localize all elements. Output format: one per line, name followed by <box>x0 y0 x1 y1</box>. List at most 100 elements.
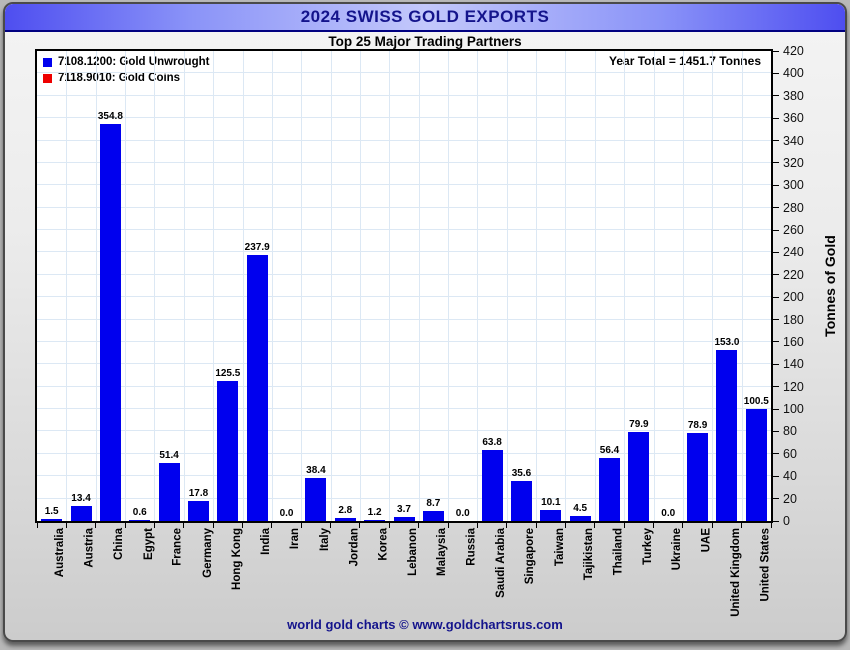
bar-value-label: 0.0 <box>279 508 294 519</box>
bar-india <box>246 254 268 521</box>
bar-australia <box>41 519 63 521</box>
y-tick-label: 300 <box>783 178 804 193</box>
x-tickmark <box>330 523 332 528</box>
bar-tajikistan <box>569 515 591 521</box>
y-tickmark <box>773 251 779 253</box>
x-tickmark <box>124 523 126 528</box>
y-tickmark <box>773 184 779 186</box>
h-gridline <box>37 94 771 96</box>
x-tickmark <box>212 523 214 528</box>
chart-title: 2024 SWISS GOLD EXPORTS <box>300 7 550 26</box>
x-category-label: India <box>260 528 273 555</box>
y-tick-label: 420 <box>783 44 804 58</box>
v-gridline <box>506 51 508 521</box>
bar-turkey <box>628 431 650 521</box>
v-gridline <box>418 51 420 521</box>
v-gridline <box>95 51 97 521</box>
x-tickmark <box>183 523 185 528</box>
bar-value-label: 1.2 <box>367 506 382 518</box>
h-gridline <box>37 408 771 410</box>
x-tickmark <box>653 523 655 528</box>
bar-italy <box>305 478 327 521</box>
y-tick-label: 320 <box>783 155 804 170</box>
y-tick-label: 20 <box>783 491 797 506</box>
bar-value-label: 8.7 <box>426 498 441 510</box>
x-category-label: France <box>172 528 185 566</box>
y-tick-label: 400 <box>783 66 804 81</box>
v-gridline <box>183 51 185 521</box>
x-tickmark <box>65 523 67 528</box>
x-tickmark <box>418 523 420 528</box>
bar-germany <box>187 501 209 521</box>
y-tick-label: 40 <box>783 469 797 484</box>
bar-value-label: 354.8 <box>97 110 123 122</box>
y-tick-label: 100 <box>783 402 804 417</box>
v-gridline <box>154 51 156 521</box>
y-tickmark <box>773 319 779 321</box>
legend-label: 7118.9010: Gold Coins <box>58 72 181 84</box>
h-gridline <box>37 340 771 342</box>
bar-korea <box>364 519 386 521</box>
v-gridline <box>448 51 450 521</box>
y-tickmark <box>773 386 779 388</box>
bar-value-label: 1.5 <box>44 506 59 518</box>
v-gridline <box>271 51 273 521</box>
y-tick-label: 140 <box>783 357 804 372</box>
x-tickmark <box>359 523 361 528</box>
h-gridline <box>37 273 771 275</box>
x-category-label: UAE <box>700 528 713 553</box>
x-category-label: China <box>113 528 126 560</box>
v-gridline <box>242 51 244 521</box>
legend-swatch-red <box>43 73 52 83</box>
legend-label: 7108.1200: Gold Unwrought <box>58 56 210 68</box>
x-category-label: Taiwan <box>553 528 566 567</box>
h-gridline <box>37 475 771 477</box>
v-gridline <box>565 51 567 521</box>
bar-value-label: 38.4 <box>306 465 326 477</box>
x-tickmark <box>388 523 390 528</box>
h-gridline <box>37 296 771 298</box>
header-band: 2024 SWISS GOLD EXPORTS <box>5 4 845 32</box>
bar-egypt <box>129 520 151 521</box>
v-gridline <box>301 51 303 521</box>
y-tickmark <box>773 453 779 455</box>
x-tickmark <box>594 523 596 528</box>
y-axis-title: Tonnes of Gold <box>822 235 838 337</box>
y-tickmark <box>773 408 779 410</box>
bar-china <box>99 123 121 521</box>
y-tickmark <box>773 520 779 522</box>
bar-value-label: 79.9 <box>629 418 649 430</box>
bar-taiwan <box>540 509 562 521</box>
legend-item-gold-coins: 7118.9010: Gold Coins <box>43 70 209 86</box>
bar-austria <box>70 506 92 521</box>
y-tick-label: 360 <box>783 111 804 126</box>
y-tick-label: 220 <box>783 267 804 282</box>
bar-value-label: 56.4 <box>599 444 620 456</box>
bar-value-label: 0.6 <box>132 507 147 519</box>
bar-lebanon <box>393 516 415 521</box>
v-gridline <box>624 51 626 521</box>
v-gridline <box>477 51 479 521</box>
h-gridline <box>37 497 771 499</box>
x-category-label: Thailand <box>612 528 625 576</box>
v-gridline <box>359 51 361 521</box>
x-category-label: Hong Kong <box>230 528 243 590</box>
y-tickmark <box>773 475 779 477</box>
legend-swatch-blue <box>43 57 52 67</box>
v-gridline <box>741 51 743 521</box>
x-tickmark <box>711 523 713 528</box>
bar-united-kingdom <box>716 349 738 521</box>
x-category-label: Russia <box>465 528 478 566</box>
h-gridline <box>37 117 771 119</box>
bar-value-label: 153.0 <box>714 336 740 348</box>
x-tickmark <box>623 523 625 528</box>
v-gridline <box>594 51 596 521</box>
x-tickmark <box>506 523 508 528</box>
x-tickmark <box>682 523 684 528</box>
y-tickmark <box>773 341 779 343</box>
h-gridline <box>37 184 771 186</box>
y-tickmark <box>773 229 779 231</box>
bar-value-label: 35.6 <box>511 468 532 480</box>
h-gridline <box>37 251 771 253</box>
y-tickmark <box>773 363 779 365</box>
